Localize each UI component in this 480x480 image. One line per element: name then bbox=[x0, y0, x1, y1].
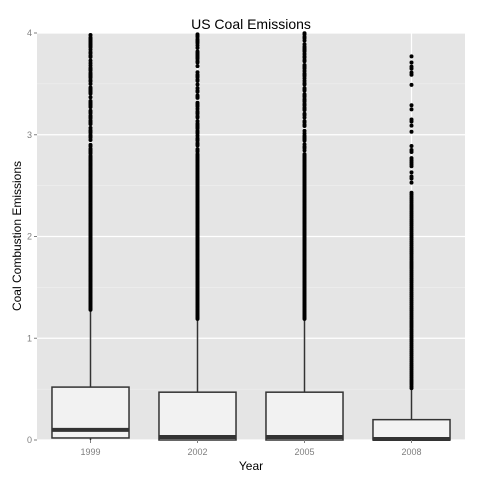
outlier-point bbox=[195, 32, 200, 37]
outlier-point bbox=[409, 190, 414, 195]
y-tick-label: 2 bbox=[27, 232, 32, 242]
outlier-point bbox=[195, 70, 200, 75]
outlier-point bbox=[195, 49, 200, 54]
outlier-point bbox=[302, 62, 307, 67]
outlier-point bbox=[409, 107, 414, 112]
outlier-point bbox=[302, 31, 307, 36]
outlier-point bbox=[88, 125, 93, 130]
outlier-point bbox=[302, 111, 307, 116]
box-series bbox=[51, 31, 451, 441]
outlier-point bbox=[88, 95, 93, 100]
x-axis-title: Year bbox=[239, 459, 263, 473]
outlier-point bbox=[88, 85, 93, 90]
box-2008 bbox=[372, 54, 451, 441]
outlier-point bbox=[409, 148, 414, 153]
outlier-point bbox=[88, 98, 93, 103]
outlier-point bbox=[195, 119, 200, 124]
outlier-point bbox=[409, 156, 414, 161]
outlier-point bbox=[88, 142, 93, 147]
outlier-point bbox=[409, 70, 414, 75]
y-tick-label: 1 bbox=[27, 333, 32, 343]
outlier-point bbox=[409, 174, 414, 179]
outlier-point bbox=[302, 86, 307, 91]
outlier-point bbox=[302, 152, 307, 157]
outlier-point bbox=[409, 170, 414, 175]
outlier-point bbox=[409, 143, 414, 148]
outlier-point bbox=[302, 42, 307, 47]
x-tick-label: 2002 bbox=[187, 447, 207, 457]
outlier-points bbox=[302, 31, 307, 321]
outlier-point bbox=[302, 142, 307, 147]
box-body bbox=[372, 418, 451, 441]
outlier-point bbox=[409, 60, 414, 65]
outlier-point bbox=[409, 129, 414, 134]
box-2002 bbox=[158, 32, 237, 441]
y-tick-label: 4 bbox=[27, 28, 32, 38]
x-axis-ticks: 1999 2002 2005 2008 bbox=[80, 440, 422, 457]
box-body bbox=[265, 391, 344, 441]
outlier-point bbox=[195, 64, 200, 69]
box-1999 bbox=[51, 33, 130, 440]
outlier-point bbox=[302, 119, 307, 124]
outlier-point bbox=[409, 123, 414, 128]
outlier-point bbox=[409, 54, 414, 59]
x-tick-label: 2008 bbox=[401, 447, 421, 457]
outlier-point bbox=[195, 86, 200, 91]
outlier-points bbox=[88, 33, 93, 312]
outlier-point bbox=[302, 92, 307, 97]
x-tick-label: 1999 bbox=[80, 447, 100, 457]
outlier-point bbox=[302, 128, 307, 133]
chart-title: US Coal Emissions bbox=[191, 16, 311, 32]
box-2005 bbox=[265, 31, 344, 441]
y-axis-ticks: 0 1 2 3 4 bbox=[27, 28, 37, 445]
outlier-point bbox=[88, 33, 93, 38]
outlier-point bbox=[409, 117, 414, 122]
outlier-point bbox=[409, 64, 414, 69]
outlier-point bbox=[88, 108, 93, 113]
box-body bbox=[158, 391, 237, 441]
y-tick-label: 0 bbox=[27, 435, 32, 445]
outlier-points bbox=[409, 54, 414, 391]
outlier-point bbox=[195, 147, 200, 152]
outlier-point bbox=[195, 100, 200, 105]
y-tick-label: 3 bbox=[27, 130, 32, 140]
outlier-point bbox=[195, 82, 200, 87]
outlier-point bbox=[88, 58, 93, 63]
outlier-point bbox=[409, 82, 414, 87]
outlier-point bbox=[409, 180, 414, 185]
outlier-point bbox=[409, 103, 414, 108]
outlier-points bbox=[195, 32, 200, 321]
y-axis-title: Coal Combustion Emissions bbox=[10, 161, 24, 311]
outlier-point bbox=[195, 93, 200, 98]
x-tick-label: 2005 bbox=[294, 447, 314, 457]
